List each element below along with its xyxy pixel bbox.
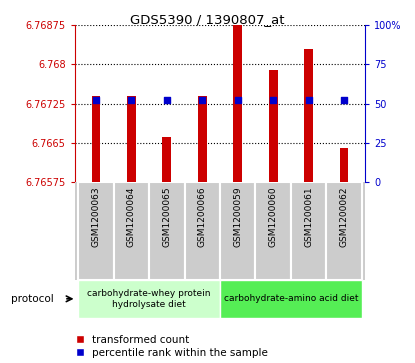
Text: GDS5390 / 1390807_at: GDS5390 / 1390807_at [130,13,285,26]
Bar [291,182,326,280]
Text: carbohydrate-whey protein
hydrolysate diet: carbohydrate-whey protein hydrolysate di… [87,289,211,309]
Point [341,98,347,103]
Bar [220,182,255,280]
Text: GSM1200063: GSM1200063 [91,187,100,247]
Point [305,98,312,103]
Text: GSM1200064: GSM1200064 [127,187,136,247]
Bar [127,96,136,182]
Text: carbohydrate-amino acid diet: carbohydrate-amino acid diet [224,294,358,303]
Text: GSM1200066: GSM1200066 [198,187,207,247]
Legend: transformed count, percentile rank within the sample: transformed count, percentile rank withi… [76,335,269,358]
Point [199,98,205,103]
Bar [185,182,220,280]
Bar [114,182,149,280]
Point [128,98,135,103]
Bar [269,70,278,182]
Bar [78,182,114,280]
Bar [220,280,361,318]
Bar [198,96,207,182]
Bar [92,96,100,182]
Bar [78,280,220,318]
Text: GSM1200062: GSM1200062 [339,187,349,247]
Bar [233,25,242,182]
Point [270,98,276,103]
Point [93,98,99,103]
Text: GSM1200061: GSM1200061 [304,187,313,247]
Text: GSM1200060: GSM1200060 [269,187,278,247]
Point [164,98,170,103]
Point [234,98,241,103]
Bar [149,182,185,280]
Bar [304,49,313,182]
Text: protocol: protocol [11,294,54,304]
Bar [326,182,361,280]
Bar [255,182,291,280]
Bar [162,137,171,182]
Bar [339,148,348,182]
Text: GSM1200065: GSM1200065 [162,187,171,247]
Text: GSM1200059: GSM1200059 [233,187,242,247]
